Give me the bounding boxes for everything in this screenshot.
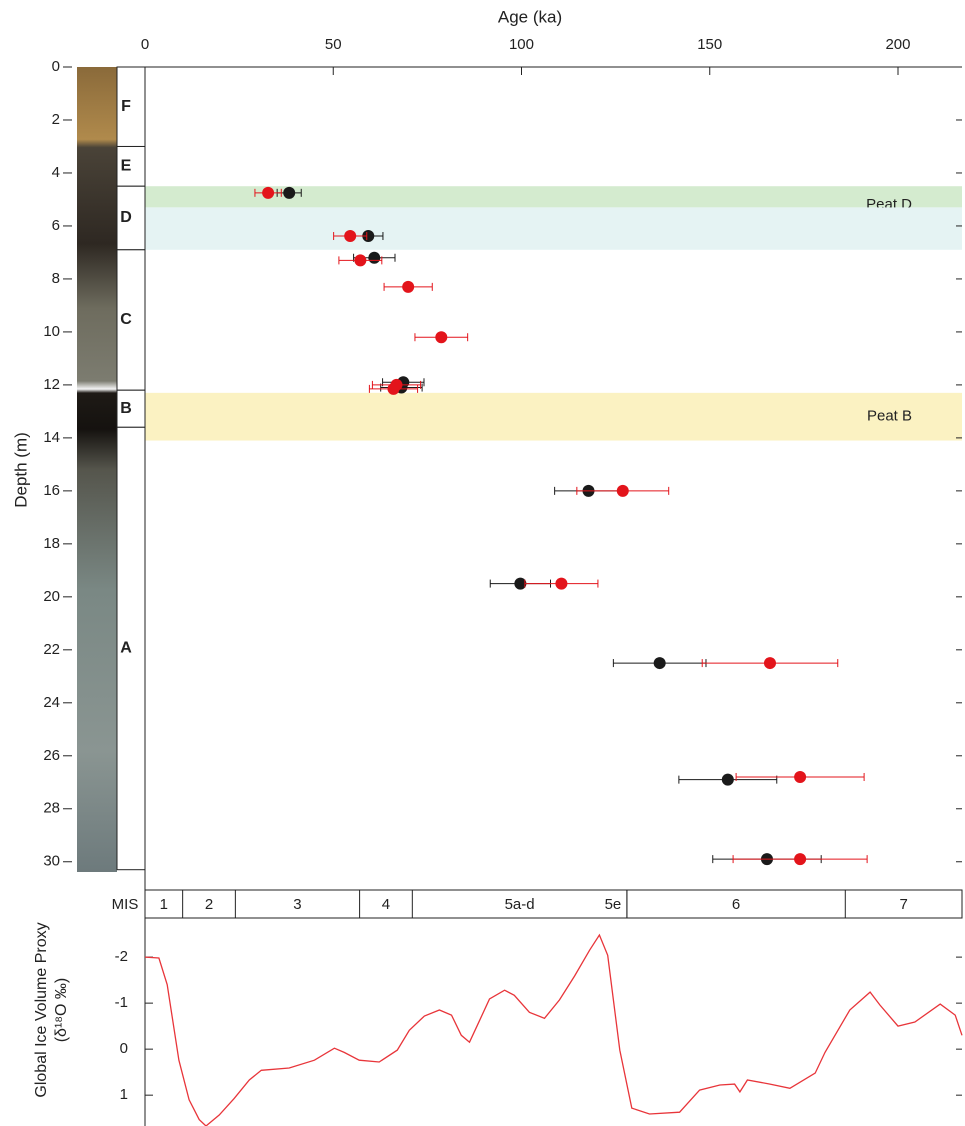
y-tick-label: 28 — [43, 800, 60, 817]
data-point — [722, 774, 734, 786]
mis-label: 3 — [293, 896, 301, 913]
data-point — [402, 281, 414, 293]
y-tick-label: 22 — [43, 641, 60, 658]
y-tick-label: 6 — [52, 217, 60, 234]
y-tick-label: 4 — [52, 164, 60, 181]
y-tick-label: 16 — [43, 482, 60, 499]
data-point — [555, 578, 567, 590]
figure: Peat DPeat BFEDCBAAge (ka)Depth (m)05010… — [0, 0, 965, 1126]
data-point — [794, 771, 806, 783]
y-tick-label: 24 — [43, 694, 60, 711]
unit-label: A — [120, 640, 132, 657]
band — [145, 393, 962, 441]
y-axis-title: (δ¹⁸O ‰) — [53, 978, 70, 1043]
y-axis-title: Depth (m) — [11, 432, 30, 508]
y-tick-label: 18 — [43, 535, 60, 552]
y-tick-label: 0 — [120, 1040, 128, 1057]
x-tick-label: 0 — [141, 36, 149, 53]
unit-label: D — [120, 209, 132, 226]
y-tick-label: -2 — [115, 948, 128, 965]
y-tick-label: 1 — [120, 1086, 128, 1103]
y-tick-label: 30 — [43, 853, 60, 870]
y-tick-label: 10 — [43, 323, 60, 340]
mis-label: 5a-d — [505, 896, 535, 913]
mis-label: 4 — [382, 896, 390, 913]
y-tick-label: 20 — [43, 588, 60, 605]
data-point — [387, 383, 399, 395]
mis-title: MIS — [112, 896, 139, 913]
proxy-curve — [145, 935, 962, 1126]
y-tick-label: -1 — [115, 994, 128, 1011]
data-point — [262, 187, 274, 199]
unit-label: B — [120, 400, 132, 417]
x-tick-label: 150 — [697, 36, 722, 53]
band — [145, 207, 962, 249]
x-tick-label: 50 — [325, 36, 342, 53]
data-point — [794, 853, 806, 865]
mis-label: 6 — [732, 896, 740, 913]
y-tick-label: 2 — [52, 111, 60, 128]
unit-label: C — [120, 311, 132, 328]
core-photo — [77, 67, 117, 872]
unit-label: E — [121, 158, 132, 175]
data-point — [344, 230, 356, 242]
mis-label: 5e — [605, 896, 622, 913]
y-axis-title: Global Ice Volume Proxy — [33, 922, 50, 1097]
y-tick-label: 8 — [52, 270, 60, 287]
data-point — [654, 657, 666, 669]
unit-label: F — [121, 98, 131, 115]
data-point — [283, 187, 295, 199]
y-tick-label: 0 — [52, 58, 60, 75]
data-point — [435, 331, 447, 343]
band-label: Peat B — [867, 408, 912, 425]
mis-label: 1 — [160, 896, 168, 913]
data-point — [368, 252, 380, 264]
mis-label: 2 — [205, 896, 213, 913]
x-tick-label: 200 — [885, 36, 910, 53]
mis-bar — [145, 890, 962, 918]
y-tick-label: 26 — [43, 747, 60, 764]
mis-label: 7 — [899, 896, 907, 913]
y-tick-label: 12 — [43, 376, 60, 393]
data-point — [354, 254, 366, 266]
data-point — [764, 657, 776, 669]
x-axis-title: Age (ka) — [498, 7, 562, 26]
y-tick-label: 14 — [43, 429, 60, 446]
x-tick-label: 100 — [509, 36, 534, 53]
data-point — [617, 485, 629, 497]
